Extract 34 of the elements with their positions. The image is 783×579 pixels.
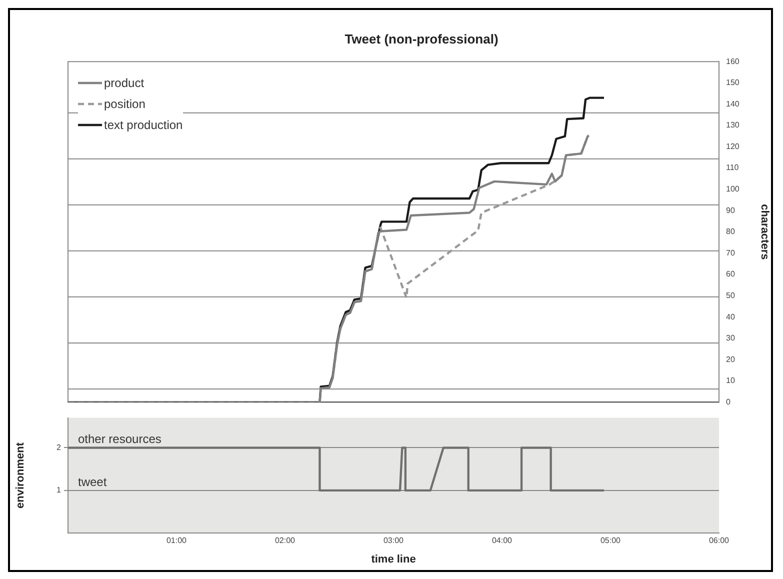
y-tick-label: 1 <box>56 486 62 495</box>
y2-tick-label: 90 <box>726 206 736 215</box>
y2-axis-title: characters <box>758 204 770 260</box>
y2-tick-label: 20 <box>726 354 736 364</box>
y2-tick-label: 10 <box>726 376 736 386</box>
x-tick-label: 01:00 <box>166 536 188 546</box>
y2-tick-label: 30 <box>726 334 736 343</box>
y2-tick-label: 160 <box>726 56 740 66</box>
x-axis-title: time line <box>371 553 416 566</box>
y2-tick-label: 50 <box>726 290 736 300</box>
x-tick-label: 06:00 <box>708 536 730 546</box>
y2-tick-label: 60 <box>726 270 736 279</box>
y2-tick-label: 120 <box>726 142 740 151</box>
legend-label: text production <box>104 118 183 132</box>
x-tick-label: 05:00 <box>600 536 622 546</box>
legend-label: position <box>104 96 146 110</box>
legend-label: product <box>104 76 144 90</box>
y2-tick-label: 40 <box>726 312 736 322</box>
y2-tick-label: 70 <box>726 248 736 258</box>
x-tick-label: 02:00 <box>274 536 296 546</box>
y2-tick-label: 80 <box>726 227 736 236</box>
chart-title: Tweet (non-professional) <box>344 31 498 46</box>
y2-tick-label: 110 <box>726 163 740 172</box>
annotation: other resources <box>78 432 162 446</box>
x-tick-label: 04:00 <box>492 536 513 546</box>
x-tick-label: 03:00 <box>383 536 404 546</box>
annotation: tweet <box>78 474 108 489</box>
y-tick-label: 2 <box>56 442 62 452</box>
y2-tick-label: 100 <box>726 184 740 194</box>
y2-tick-label: 130 <box>726 120 740 130</box>
y2-tick-label: 0 <box>726 397 731 406</box>
y2-tick-label: 150 <box>726 78 740 88</box>
y-axis-title: environment <box>14 442 27 509</box>
y2-tick-label: 140 <box>726 99 740 108</box>
